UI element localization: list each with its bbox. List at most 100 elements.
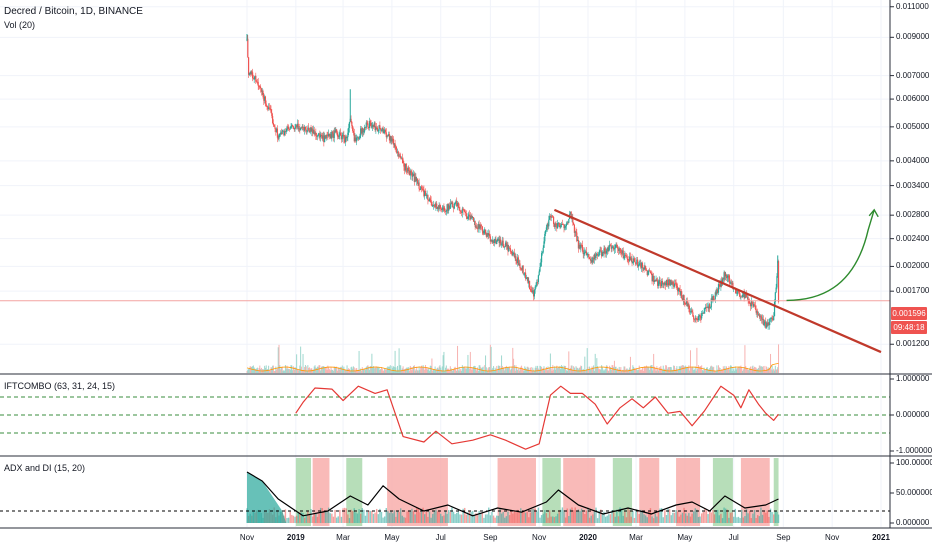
adx-di-bar: [662, 517, 664, 523]
volume-bar: [775, 369, 777, 373]
volume-bar: [665, 365, 667, 373]
volume-bar: [690, 367, 692, 373]
adx-di-bar: [460, 514, 463, 523]
candle-body: [631, 258, 633, 264]
volume-bar: [744, 345, 746, 373]
volume-bar: [512, 347, 514, 373]
adx-di-bar: [343, 507, 346, 523]
volume-bar: [253, 367, 255, 373]
candle-body: [301, 126, 303, 128]
volume-bar: [328, 366, 330, 373]
volume-bar: [509, 366, 511, 373]
volume-bar: [613, 367, 615, 373]
volume-bar: [445, 365, 447, 373]
candle-body: [647, 270, 649, 276]
adx-di-bar: [707, 514, 709, 523]
volume-bar: [569, 367, 571, 373]
candle-body: [354, 137, 356, 142]
adx-di-bar: [769, 508, 772, 523]
candle-body: [613, 248, 616, 250]
candle-body: [533, 290, 535, 297]
chart-title[interactable]: Decred / Bitcoin, 1D, BINANCE: [4, 6, 143, 17]
candle-body: [745, 294, 747, 295]
volume-bar: [534, 367, 536, 373]
volume-label[interactable]: Vol (20): [4, 20, 36, 30]
time-axis-label: 2020: [579, 533, 597, 542]
candle-body: [775, 287, 777, 293]
drawings-layer[interactable]: [0, 208, 890, 354]
volume-bar: [507, 367, 509, 373]
volume-bar: [606, 365, 608, 373]
candle-body: [464, 211, 466, 213]
volume-bar: [268, 370, 270, 373]
adx-di-bar: [494, 517, 496, 523]
volume-bar: [770, 369, 772, 373]
candle-body: [717, 283, 720, 293]
volume-bar: [734, 370, 736, 373]
candle-body: [437, 206, 439, 210]
candle-body: [723, 272, 725, 280]
volume-bar: [502, 367, 504, 373]
volume-bar: [302, 354, 304, 373]
volume-bar: [353, 367, 355, 373]
volume-bar: [727, 368, 729, 373]
candle-body: [385, 132, 387, 138]
candle-body: [348, 122, 351, 128]
price-axis-label: 0.002000: [896, 261, 930, 271]
adx-di-bar: [592, 514, 594, 523]
candle-body: [493, 239, 495, 243]
volume-bar: [685, 367, 687, 373]
candle-body: [384, 129, 387, 133]
volume-bar: [653, 353, 655, 373]
candle-body: [316, 135, 319, 137]
adx-di-bar: [777, 514, 780, 523]
time-axis-label: May: [677, 533, 693, 542]
candle-body: [476, 228, 479, 230]
candle-body: [480, 225, 483, 227]
adx-di-bar: [342, 508, 344, 523]
volume-bar: [300, 346, 302, 373]
candle-body: [370, 122, 372, 127]
adx-di-bar: [737, 516, 740, 523]
candle-body: [731, 282, 733, 284]
adx-di-bar: [721, 518, 724, 523]
ift-label[interactable]: IFTCOMBO (63, 31, 24, 15): [4, 381, 116, 391]
candle-body: [561, 223, 563, 225]
candle-body: [404, 166, 406, 171]
candle-body: [504, 242, 507, 247]
candle-body: [503, 245, 505, 248]
candle-body: [749, 302, 751, 304]
volume-bar: [467, 354, 469, 373]
volume-bar: [393, 366, 395, 373]
volume-bar: [278, 344, 280, 373]
volume-bar: [312, 370, 314, 373]
adx-di-bar: [319, 507, 322, 523]
adx-di-bar: [536, 511, 538, 523]
volume-bar: [476, 370, 478, 373]
volume-bar: [358, 350, 360, 373]
adx-trend-band: [497, 458, 536, 526]
candle-body: [467, 216, 469, 219]
candle-body: [556, 223, 559, 229]
candle-body: [661, 280, 664, 285]
candle-body: [540, 253, 543, 263]
candle-body: [610, 245, 612, 249]
adx-di-bar: [723, 507, 725, 523]
adx-axis-label: 0.000000: [896, 518, 930, 527]
volume-bar: [470, 367, 472, 373]
candle-body: [496, 240, 498, 245]
adx-di-bar: [542, 513, 544, 523]
volume-bar: [717, 365, 719, 373]
candle-body: [399, 155, 401, 158]
ift-combo-pane: [0, 385, 890, 450]
candle-body: [746, 297, 748, 298]
candle-body: [575, 231, 577, 233]
candle-body: [764, 321, 766, 324]
candle-body: [411, 173, 413, 177]
adx-label[interactable]: ADX and DI (15, 20): [4, 463, 86, 473]
candle-body: [518, 263, 520, 265]
candle-body: [605, 251, 607, 254]
adx-di-bar: [652, 518, 655, 523]
price-axis-label: 0.005000: [896, 121, 930, 131]
